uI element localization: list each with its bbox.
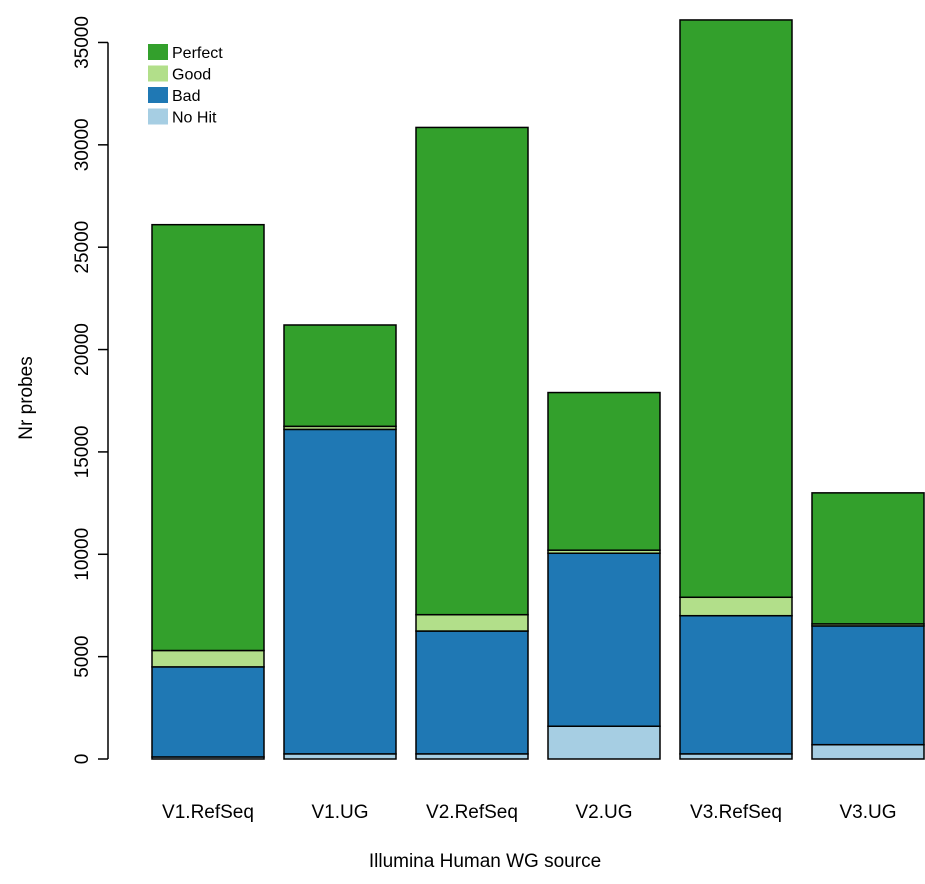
x-tick-label: V1.RefSeq: [162, 802, 254, 823]
bar-segment: [151, 223, 265, 652]
bar-segment: [547, 391, 661, 551]
bar-segment: [811, 743, 925, 760]
bar-segment: [679, 19, 793, 599]
y-axis: 0 5000 10000 15000 20000 25000 30000 35000: [72, 16, 109, 765]
bar-segment: [679, 596, 793, 617]
y-axis-title: Nr probes: [16, 356, 37, 439]
y-tick-label: 25000: [72, 221, 93, 274]
y-tick-label: 30000: [72, 118, 93, 171]
legend-swatch: [148, 87, 168, 103]
bar-group: [679, 19, 793, 760]
bar-segment: [415, 613, 529, 632]
bar-segment: [811, 492, 925, 625]
x-tick-label: V3.RefSeq: [690, 802, 782, 823]
y-tick-label: 5000: [72, 635, 93, 677]
bar-segment: [811, 625, 925, 746]
legend-label: Perfect: [172, 45, 223, 62]
bar-segment: [415, 126, 529, 616]
legend-swatch: [148, 108, 168, 125]
y-tick-label: 0: [72, 754, 93, 765]
x-tick-label: V3.UG: [839, 802, 896, 823]
bar-segment: [679, 614, 793, 755]
bar-segment: [415, 753, 529, 760]
x-tick-label: V1.UG: [311, 802, 368, 823]
y-tick-label: 35000: [72, 16, 93, 69]
bar-segment: [151, 666, 265, 758]
legend-swatch: [148, 65, 168, 82]
y-tick-label: 15000: [72, 425, 93, 478]
x-axis-title: Illumina Human WG source: [369, 851, 601, 872]
legend-label: Good: [172, 67, 211, 84]
legend-label: Bad: [172, 88, 200, 105]
bar-group: [811, 492, 925, 760]
bar-segment: [283, 324, 397, 428]
y-tick-label: 20000: [72, 323, 93, 376]
x-tick-label: V2.RefSeq: [426, 802, 518, 823]
bar-segment: [283, 753, 397, 760]
x-tick-labels: V1.RefSeq V1.UG V2.RefSeq V2.UG V3.RefSeq V3.…: [162, 802, 896, 823]
bar-group: [547, 391, 661, 760]
bar-group: [283, 324, 397, 760]
bar-group: [415, 126, 529, 760]
bar-segment: [547, 725, 661, 760]
legend-swatch: [148, 44, 168, 60]
bar-segment: [415, 630, 529, 755]
bars: [151, 19, 925, 760]
legend-label: No Hit: [172, 110, 217, 127]
legend: Perfect Good Bad No Hit: [148, 44, 223, 127]
x-tick-label: V2.UG: [575, 802, 632, 823]
bar-segment: [679, 753, 793, 760]
y-tick-label: 10000: [72, 528, 93, 581]
bar-segment: [151, 649, 265, 668]
bar-segment: [283, 428, 397, 755]
bar-segment: [547, 552, 661, 727]
bar-group: [151, 223, 265, 760]
